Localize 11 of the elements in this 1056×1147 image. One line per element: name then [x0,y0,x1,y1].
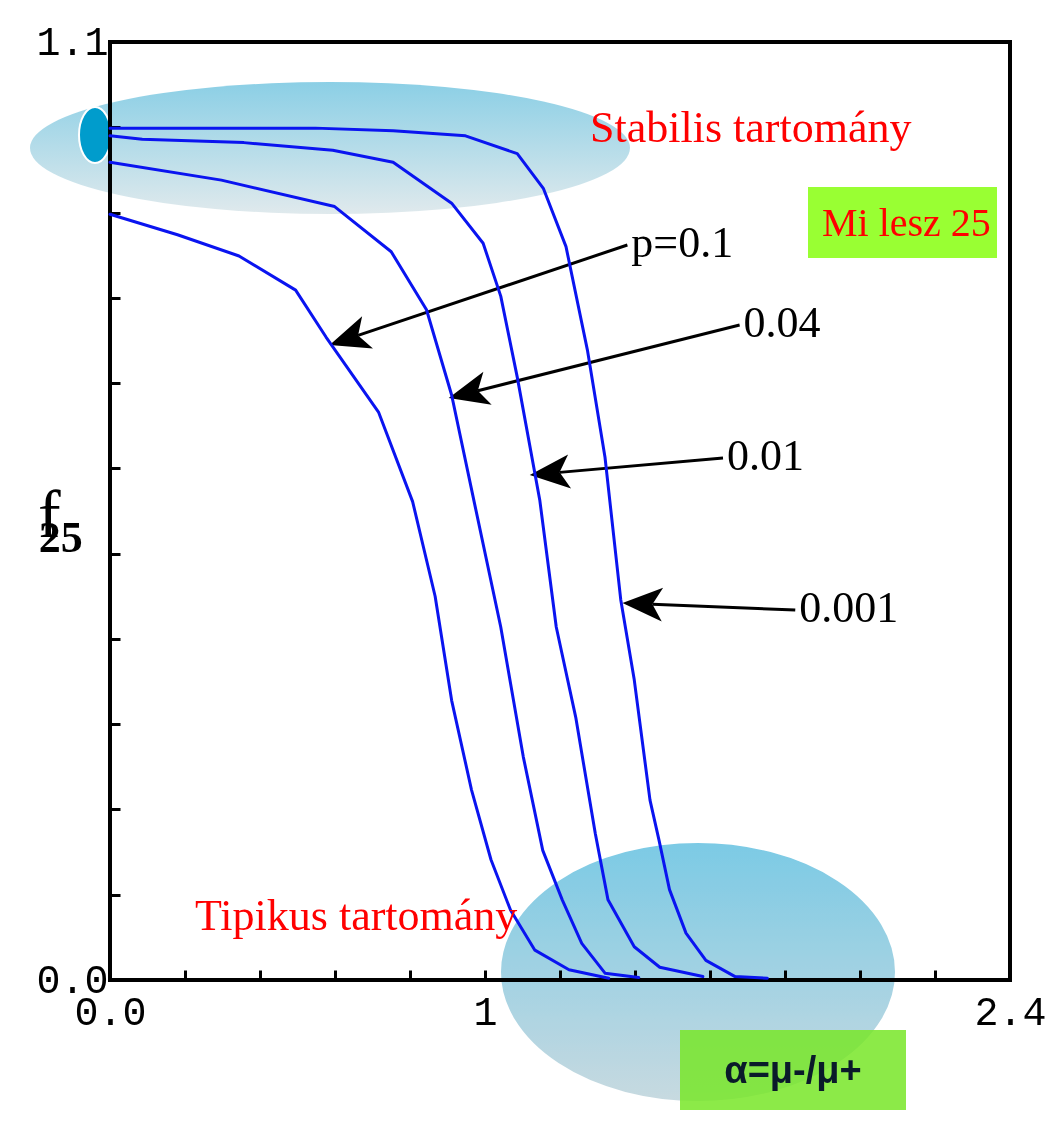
annotation: 0.04 [743,297,821,348]
annotation: p=0.1 [631,217,734,268]
annotation: Mi lesz 25 [808,187,997,258]
annotation: Tipikus tartomány [195,890,518,941]
x-tick-label: 2.4 [974,991,1047,1037]
x-axis-title: α=μ-/μ+ [680,1030,906,1110]
x-tick-label: 1 [473,991,498,1037]
annotation: 0.001 [799,582,899,633]
annotation: Stabilis tartomány [590,102,912,153]
annotation: 0.01 [727,430,804,481]
y-tick-label: 1.1 [36,21,109,67]
